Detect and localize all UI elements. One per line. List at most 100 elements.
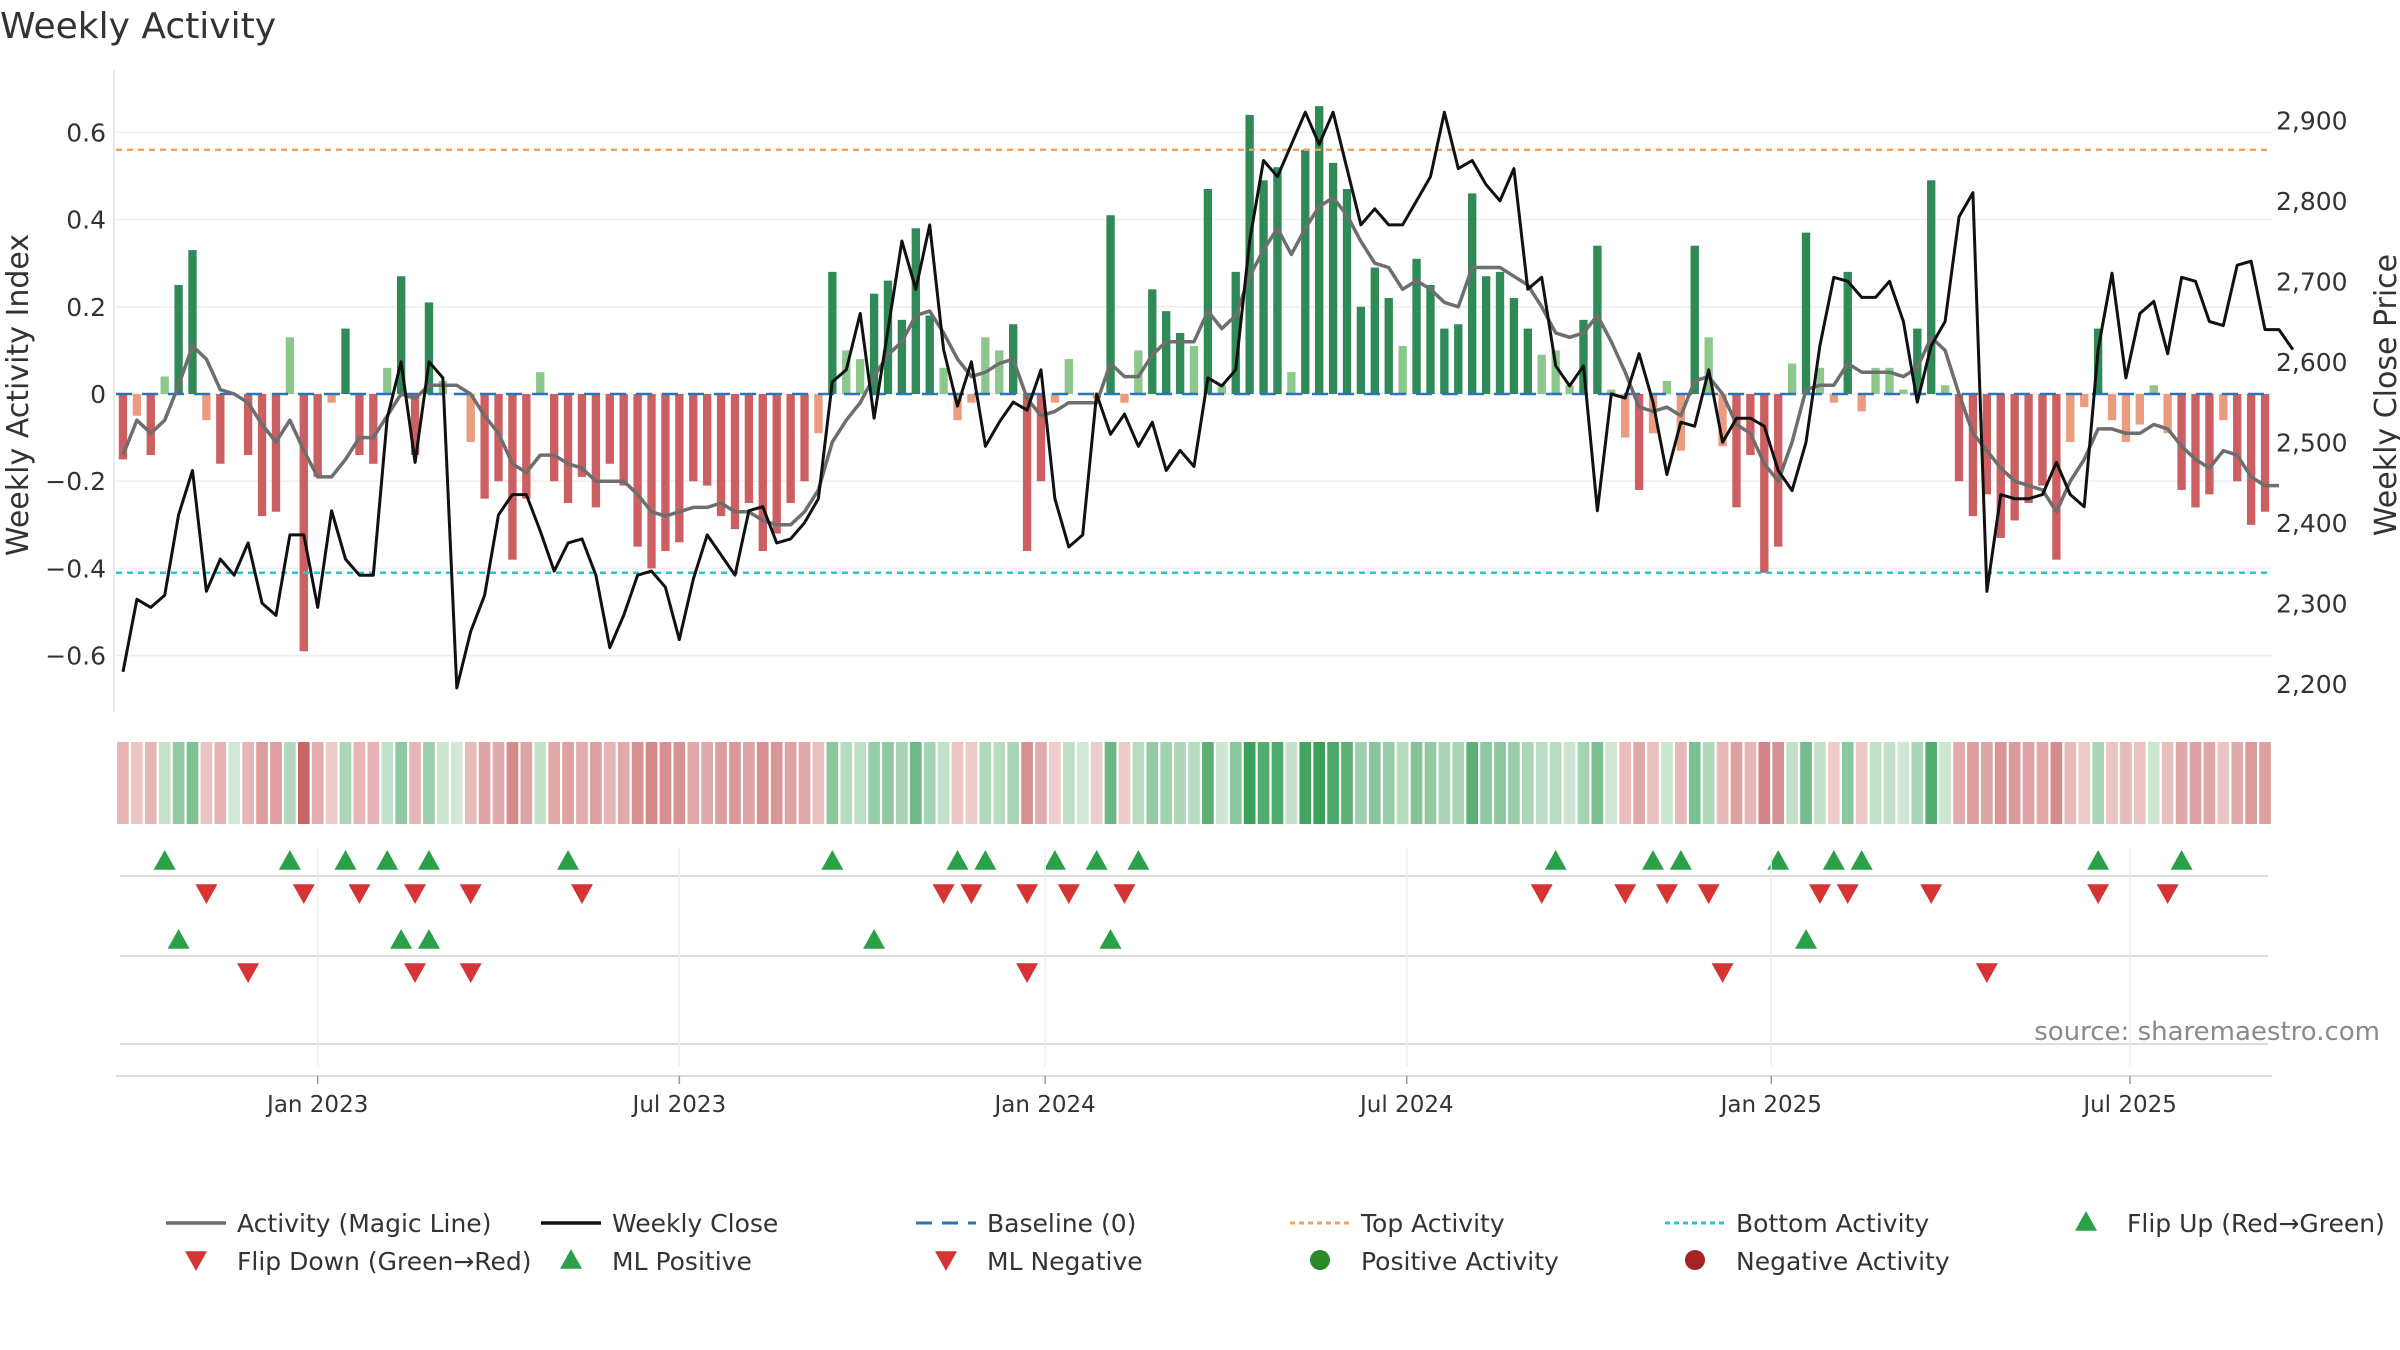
heat-cell	[631, 742, 644, 824]
heat-cell	[172, 742, 185, 824]
activity-bar	[828, 271, 837, 394]
ml-positive-marker	[390, 929, 413, 949]
x-tick-label: Jul 2025	[2081, 1092, 2177, 1118]
heat-cell	[562, 742, 574, 824]
activity-bar	[1760, 394, 1769, 573]
activity-bar	[1398, 346, 1407, 394]
heat-cell	[1146, 742, 1159, 824]
y-tick-label: −0.2	[45, 467, 106, 496]
activity-bar	[1342, 189, 1352, 394]
y2-tick-label: 2,300	[2276, 589, 2348, 618]
activity-bar	[730, 394, 740, 530]
activity-bar	[1704, 337, 1713, 394]
activity-bar	[1162, 311, 1171, 394]
x-tick-label: Jan 2025	[1719, 1092, 1822, 1118]
heat-cell	[1800, 742, 1812, 824]
activity-bar	[1718, 394, 1727, 447]
activity-bar	[842, 350, 851, 394]
activity-bar	[1203, 189, 1213, 394]
series-lines	[121, 110, 2295, 690]
heat-cell	[1104, 742, 1117, 824]
flip-down-marker	[570, 884, 593, 904]
heat-cell	[2050, 742, 2063, 824]
activity-bar	[689, 394, 698, 482]
activity-bar	[995, 350, 1004, 394]
activity-bar	[132, 394, 142, 416]
heat-cell	[1341, 742, 1353, 824]
activity-bar	[1690, 245, 1699, 394]
activity-bar	[758, 394, 767, 551]
x-tick-label: Jan 2024	[993, 1092, 1096, 1118]
y2-tick-label: 2,500	[2276, 428, 2348, 457]
legend-label: Activity (Magic Line)	[237, 1209, 491, 1238]
heat-cell	[1591, 742, 1604, 824]
heat-cell	[548, 742, 560, 824]
heat-cell	[868, 742, 880, 824]
activity-bar	[897, 319, 907, 394]
heat-cell	[1299, 742, 1312, 824]
legend-item: Activity (Magic Line)	[166, 1209, 491, 1238]
heat-cell	[2189, 742, 2202, 824]
activity-bar	[313, 394, 322, 477]
activity-bar	[1662, 380, 1672, 394]
activity-bar	[424, 302, 434, 394]
heat-cell	[297, 742, 310, 824]
heat-cell	[325, 742, 338, 824]
heat-cell	[1577, 742, 1590, 824]
activity-bar	[1940, 385, 1950, 394]
activity-bar	[160, 376, 169, 394]
heat-cell	[2022, 742, 2035, 824]
activity-bar	[1565, 385, 1574, 394]
flip-down-marker	[1836, 884, 1859, 904]
activity-bar	[1621, 394, 1630, 438]
heat-cell	[1355, 742, 1367, 824]
heat-cell	[826, 742, 839, 824]
y2-axis-label: Weekly Close Price	[2369, 254, 2400, 536]
heat-cell	[131, 742, 143, 824]
heat-cell	[1925, 742, 1938, 824]
activity-bar	[271, 394, 281, 512]
flip-down-marker	[1697, 884, 1720, 904]
activity-bar	[1899, 389, 1908, 394]
activity-bar	[1829, 394, 1839, 403]
legend-item: ML Negative	[935, 1247, 1143, 1276]
axes: 0.6 0.4 0.2 0 −0.2 −0.4 −0.6 2,900 2,800 2,700 2,6…	[45, 70, 2348, 712]
activity-bar	[2149, 385, 2158, 394]
y2-tick-label: 2,400	[2276, 509, 2348, 538]
heat-cell	[534, 742, 547, 824]
heat-cell	[1605, 742, 1618, 824]
heat-cell	[1327, 742, 1339, 824]
heat-cell	[2245, 742, 2257, 824]
flip-up-marker	[946, 850, 969, 870]
heat-cell	[687, 742, 700, 824]
activity-bar	[299, 394, 308, 652]
heat-cell	[2092, 742, 2104, 824]
legend-item: Positive Activity	[1310, 1247, 1559, 1276]
activity-bar	[216, 394, 225, 464]
flip-up-marker	[376, 850, 399, 870]
heat-cell	[492, 742, 505, 824]
flip-up-marker	[821, 850, 844, 870]
heat-cell	[1062, 742, 1075, 824]
heat-cell	[1007, 742, 1020, 824]
activity-bar	[1440, 328, 1449, 394]
heat-cell	[1076, 742, 1089, 824]
heat-cell	[1828, 742, 1840, 824]
legend-label: Weekly Close	[612, 1209, 778, 1238]
heat-cell	[284, 742, 296, 824]
heat-cell	[1647, 742, 1659, 824]
activity-bar	[327, 394, 336, 403]
flip-down-marker	[960, 884, 983, 904]
legend-swatch	[1310, 1250, 1330, 1270]
activity-bar	[369, 394, 378, 464]
flip-down-marker	[1920, 884, 1943, 904]
heat-cell	[1521, 742, 1534, 824]
heat-cell	[1841, 742, 1854, 824]
flip-up-marker	[2087, 850, 2110, 870]
flip-down-marker	[2156, 884, 2179, 904]
flip-down-marker	[459, 884, 482, 904]
x-tick-label: Jan 2023	[265, 1092, 368, 1118]
legend-label: Negative Activity	[1736, 1247, 1950, 1276]
activity-bar	[285, 337, 295, 394]
heat-cell	[353, 742, 366, 824]
